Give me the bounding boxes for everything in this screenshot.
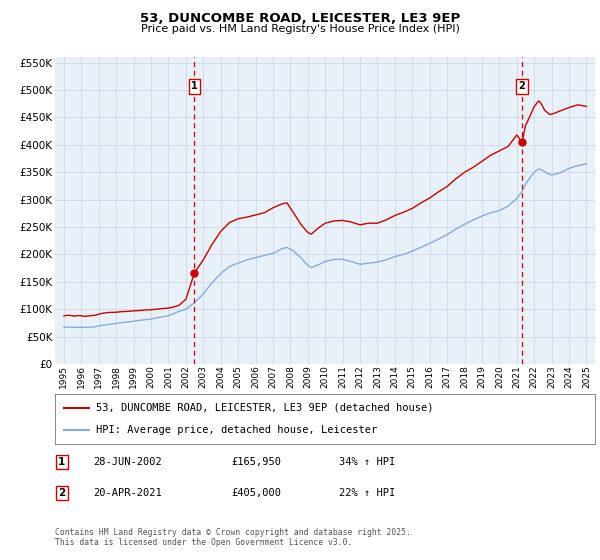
Text: 53, DUNCOMBE ROAD, LEICESTER, LE3 9EP (detached house): 53, DUNCOMBE ROAD, LEICESTER, LE3 9EP (d… — [96, 403, 433, 413]
Text: HPI: Average price, detached house, Leicester: HPI: Average price, detached house, Leic… — [96, 425, 377, 435]
Text: 20-APR-2021: 20-APR-2021 — [93, 488, 162, 498]
Text: 2: 2 — [58, 488, 65, 498]
Text: 22% ↑ HPI: 22% ↑ HPI — [339, 488, 395, 498]
Text: 28-JUN-2002: 28-JUN-2002 — [93, 457, 162, 467]
Text: 53, DUNCOMBE ROAD, LEICESTER, LE3 9EP: 53, DUNCOMBE ROAD, LEICESTER, LE3 9EP — [140, 12, 460, 25]
Text: Contains HM Land Registry data © Crown copyright and database right 2025.
This d: Contains HM Land Registry data © Crown c… — [55, 528, 411, 547]
Text: Price paid vs. HM Land Registry's House Price Index (HPI): Price paid vs. HM Land Registry's House … — [140, 24, 460, 34]
Text: 34% ↑ HPI: 34% ↑ HPI — [339, 457, 395, 467]
Text: £405,000: £405,000 — [231, 488, 281, 498]
Text: 1: 1 — [191, 81, 198, 91]
Text: 1: 1 — [58, 457, 65, 467]
Text: 2: 2 — [518, 81, 526, 91]
Text: £165,950: £165,950 — [231, 457, 281, 467]
